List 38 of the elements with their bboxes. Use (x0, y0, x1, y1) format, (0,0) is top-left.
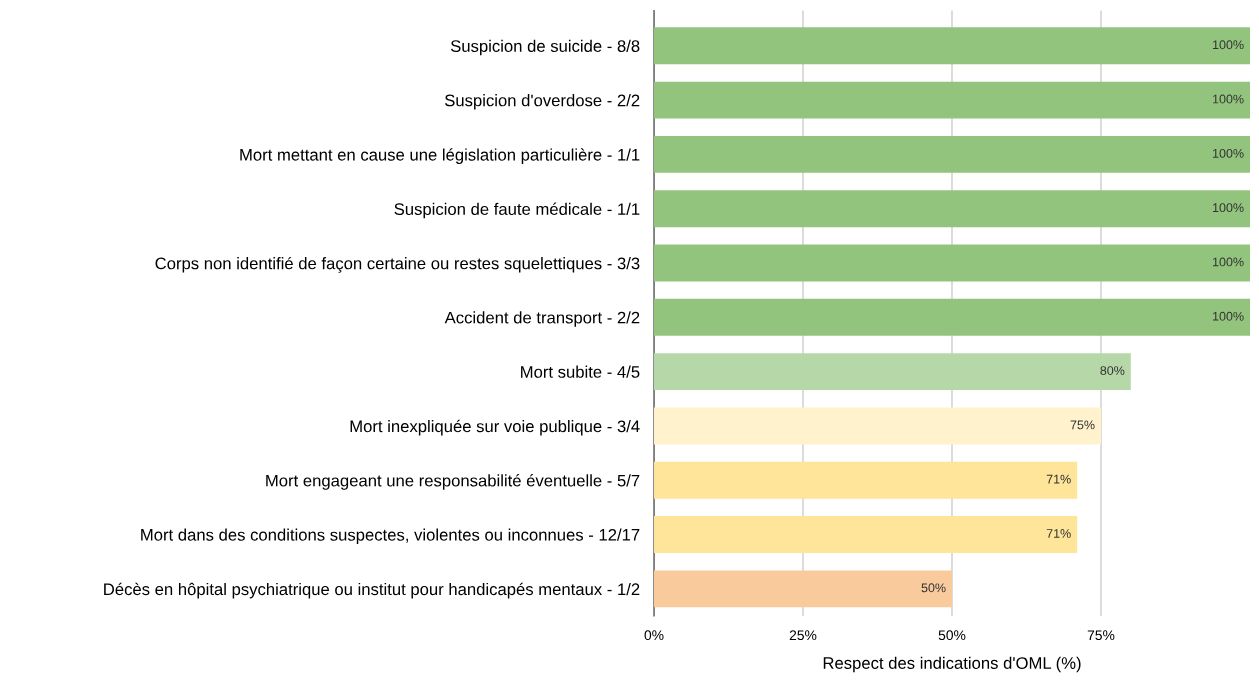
y-tick-label: Suspicion de suicide - 8/8 (450, 39, 640, 56)
bar (654, 461, 1078, 499)
bar (654, 353, 1131, 391)
data-label: 80% (1100, 366, 1125, 375)
data-label: 100% (1213, 311, 1244, 321)
y-tick-label: Mort inexpliquée sur voie publique - 3/4 (350, 419, 640, 436)
bar (654, 407, 1101, 445)
data-label: 50% (921, 583, 946, 593)
data-label: 75% (1070, 420, 1095, 430)
x-axis-title: Respect des indications d'OML (%) (823, 656, 1081, 673)
data-label: 100% (1213, 94, 1244, 104)
data-label: 100% (1213, 257, 1244, 267)
data-label: 100% (1213, 40, 1244, 50)
x-tick-label: 50% (938, 630, 966, 641)
y-tick-label: Mort dans des conditions suspectes, violentes ou inconnues - 12/17 (141, 528, 640, 545)
bar (654, 570, 952, 608)
data-label: 100% (1213, 148, 1244, 158)
y-tick-label: Décès en hôpital psychiatrique ou institut pour handicapés mentaux - 1/2 (104, 582, 640, 599)
y-tick-label: Mort engageant une responsabilité éventuelle - 5/7 (266, 474, 640, 490)
y-tick-label: Accident de transport - 2/2 (444, 311, 640, 327)
bar (654, 27, 1250, 65)
bar (654, 135, 1250, 173)
x-tick-label: 75% (1087, 630, 1115, 641)
data-label: 71% (1046, 529, 1071, 538)
y-tick-label: Mort mettant en cause une législation particulière - 1/1 (240, 148, 640, 164)
y-tick-label: Suspicion de faute médicale - 1/1 (394, 202, 640, 219)
x-tick-label: 0% (644, 630, 664, 641)
bar (654, 298, 1250, 336)
y-tick-label: Corps non identifié de façon certaine ou restes squelettiques - 3/3 (155, 256, 640, 273)
y-tick-label: Suspicion d'overdose - 2/2 (444, 94, 640, 110)
data-label: 100% (1213, 203, 1244, 213)
bar (654, 81, 1250, 119)
x-tick-label: 25% (789, 630, 817, 641)
data-label: 71% (1046, 474, 1071, 484)
bar (654, 190, 1250, 228)
bar (654, 244, 1250, 282)
bar (654, 516, 1078, 554)
y-tick-label: Mort subite - 4/5 (521, 365, 640, 378)
